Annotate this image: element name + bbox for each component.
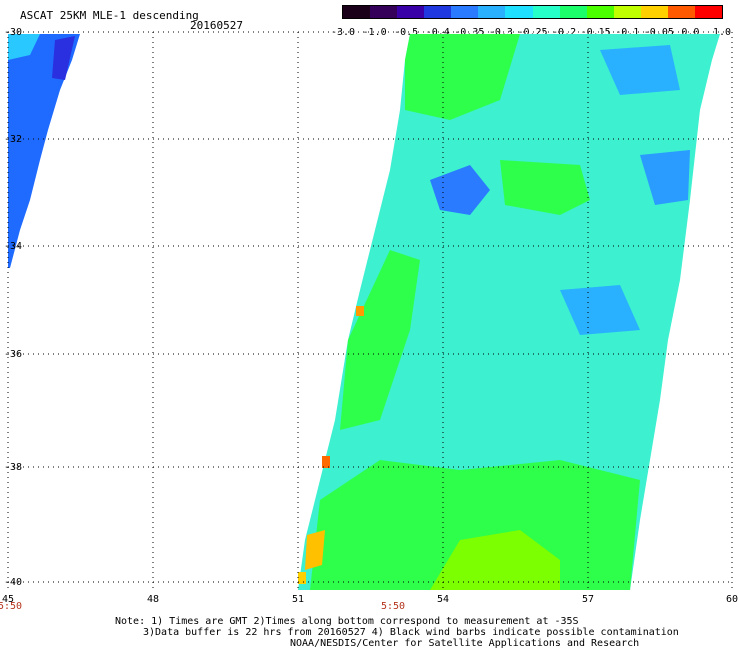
west-swath-dark bbox=[52, 36, 75, 80]
colorbar-segment bbox=[640, 6, 669, 18]
colorbar-tick-label: -0.15 bbox=[580, 27, 611, 38]
green-patch-center bbox=[500, 160, 590, 215]
latitude-label: -40 bbox=[4, 577, 23, 588]
header-title: ASCAT 25KM MLE-1 descending bbox=[20, 9, 199, 22]
warm-edge-3 bbox=[305, 530, 325, 570]
blue-patch-2 bbox=[640, 150, 690, 205]
colorbar-segment bbox=[370, 6, 398, 18]
east-swath bbox=[298, 34, 720, 590]
blue-patch-1 bbox=[430, 165, 490, 215]
header-date: 20160527 bbox=[190, 19, 243, 32]
colorbar-segment bbox=[343, 6, 371, 18]
colorbar-segment bbox=[397, 6, 425, 18]
blue-patch-3 bbox=[600, 45, 680, 95]
colorbar-segment bbox=[451, 6, 479, 18]
west-swath bbox=[8, 34, 80, 268]
latitude-label: -38 bbox=[4, 462, 23, 473]
colorbar-segment bbox=[613, 6, 642, 18]
green-patch-north bbox=[405, 34, 520, 120]
latitude-label: -32 bbox=[4, 134, 23, 145]
colorbar-segment bbox=[586, 6, 615, 18]
colorbar-tick-label: -0.5 bbox=[394, 27, 419, 38]
colorbar-segment bbox=[424, 6, 452, 18]
footer-credit: NOAA/NESDIS/Center for Satellite Applica… bbox=[290, 638, 640, 649]
colorbar-tick-label: 0.0 bbox=[681, 27, 700, 38]
longitude-label: 45 bbox=[1, 594, 15, 605]
colorbar bbox=[342, 5, 723, 19]
west-swath-light bbox=[8, 34, 40, 60]
colorbar-tick-label: -1.0 bbox=[362, 27, 387, 38]
time-label-right: 5:50 bbox=[380, 601, 406, 612]
latitude-label: -30 bbox=[4, 27, 23, 38]
warm-edge-4 bbox=[298, 572, 306, 584]
blue-patch-4 bbox=[560, 285, 640, 335]
green-patch-west bbox=[340, 250, 420, 430]
latitude-label: -36 bbox=[4, 349, 23, 360]
colorbar-tick-label: -0.35 bbox=[454, 27, 485, 38]
yellowgreen-patch-south bbox=[430, 530, 560, 590]
colorbar-segment bbox=[694, 6, 723, 18]
green-patch-south bbox=[310, 460, 640, 590]
warm-edge-1 bbox=[356, 306, 364, 316]
longitude-label: 60 bbox=[725, 594, 739, 605]
time-label-left: 5:50 bbox=[0, 601, 23, 612]
colorbar-tick-label: -0.3 bbox=[488, 27, 513, 38]
colorbar-segment bbox=[505, 6, 533, 18]
longitude-label: 54 bbox=[436, 594, 450, 605]
latitude-label: -34 bbox=[4, 241, 23, 252]
footer-note-2: 3)Data buffer is 22 hrs from 20160527 4)… bbox=[143, 627, 679, 638]
colorbar-segment bbox=[532, 6, 561, 18]
colorbar-segment bbox=[559, 6, 588, 18]
colorbar-tick-label: -0.1 bbox=[615, 27, 640, 38]
colorbar-tick-label: -0.4 bbox=[425, 27, 450, 38]
footer-note-1: Note: 1) Times are GMT 2)Times along bot… bbox=[115, 616, 579, 627]
warm-edge-2 bbox=[322, 456, 330, 468]
longitude-label: 51 bbox=[291, 594, 305, 605]
colorbar-segment bbox=[478, 6, 506, 18]
colorbar-tick-label: -0.25 bbox=[517, 27, 548, 38]
longitude-label: 57 bbox=[581, 594, 595, 605]
colorbar-tick-label: -0.2 bbox=[552, 27, 577, 38]
colorbar-tick-label: 1.0 bbox=[712, 27, 732, 38]
longitude-label: 48 bbox=[146, 594, 160, 605]
colorbar-segment bbox=[667, 6, 696, 18]
